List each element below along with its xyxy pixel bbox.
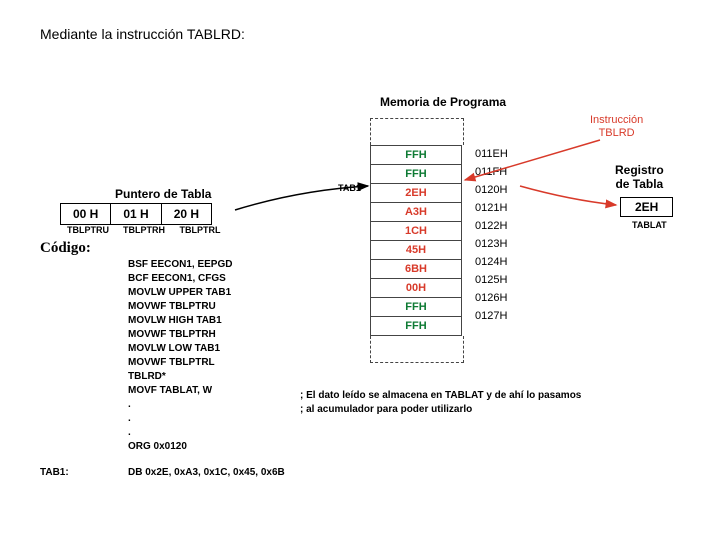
pointer-sub: TBLPTRH [116,225,172,235]
pointer-cell: 00 H [61,204,111,225]
address-column: 011EH011FH0120H0121H0122H0123H0124H0125H… [475,145,508,325]
memory-cell: 1CH [371,222,462,241]
address-label: 0121H [475,199,508,217]
address-label: 0122H [475,217,508,235]
instruction-label-line1: Instrucción TBLRD [590,114,643,139]
code-line: ORG 0x0120 [128,440,232,454]
code-line: TBLRD* [128,370,232,384]
code-line: MOVWF TBLPTRL [128,356,232,370]
page-title: Mediante la instrucción TABLRD: [40,26,245,42]
tab1-row-label: TAB1: [40,466,69,480]
register-box: 2EH [620,197,673,217]
memory-table: FFHFFH2EHA3H1CH45H6BH00HFFHFFH [370,145,462,336]
register-sub: TABLAT [632,220,667,230]
code-line: MOVWF TBLPTRU [128,300,232,314]
address-label: 0126H [475,289,508,307]
code-line: MOVLW UPPER TAB1 [128,286,232,300]
code-line: . [128,412,232,426]
memory-header: Memoria de Programa [380,95,506,109]
address-label: 0127H [475,307,508,325]
tab1-arrow-label: TAB1 [338,183,361,193]
address-label: 011EH [475,145,508,163]
memory-cell: FFH [371,298,462,317]
arrow-mem-to-reg [520,186,616,205]
pointer-cell: 01 H [111,204,161,225]
memory-cell: 2EH [371,184,462,203]
pointer-table-wrap: 00 H 01 H 20 H TBLPTRU TBLPTRH TBLPTRL [60,203,228,235]
pointer-sub: TBLPTRL [172,225,228,235]
instruction-label: Instrucción TBLRD [590,114,643,140]
address-label: 0124H [475,253,508,271]
arrows-layer [0,0,720,540]
memory-cell: FFH [371,317,462,336]
memory-gap-bottom [370,336,464,363]
address-label: 0125H [475,271,508,289]
code-line: MOVWF TBLPTRH [128,328,232,342]
code-line: MOVLW HIGH TAB1 [128,314,232,328]
code-line: BSF EECON1, EEPGD [128,258,232,272]
code-line: . [128,426,232,440]
code-line: DB 0x2E, 0xA3, 0x1C, 0x45, 0x6B [128,466,285,480]
pointer-label: Puntero de Tabla [115,187,211,201]
memory-cell: 00H [371,279,462,298]
code-block: BSF EECON1, EEPGDBCF EECON1, CFGSMOVLW U… [128,258,232,454]
code-comment-2: ; al acumulador para poder utilizarlo [300,403,472,417]
address-label: 011FH [475,163,508,181]
pointer-table: 00 H 01 H 20 H [60,203,212,225]
memory-cell: 45H [371,241,462,260]
memory-cell: FFH [371,165,462,184]
memory-region: FFHFFH2EHA3H1CH45H6BH00HFFHFFH [370,118,464,363]
memory-cell: FFH [371,146,462,165]
memory-cell: 6BH [371,260,462,279]
address-label: 0120H [475,181,508,199]
pointer-cell: 20 H [161,204,211,225]
code-line: MOVF TABLAT, W [128,384,232,398]
address-label: 0123H [475,235,508,253]
code-line: MOVLW LOW TAB1 [128,342,232,356]
code-line: BCF EECON1, CFGS [128,272,232,286]
code-line: . [128,398,232,412]
memory-cell: A3H [371,203,462,222]
pointer-sub: TBLPTRU [60,225,116,235]
register-label: Registro de Tabla [615,163,664,192]
codigo-label: Código: [40,240,91,257]
code-comment-1: ; El dato leído se almacena en TABLAT y … [300,389,581,403]
memory-gap-top [370,118,464,145]
